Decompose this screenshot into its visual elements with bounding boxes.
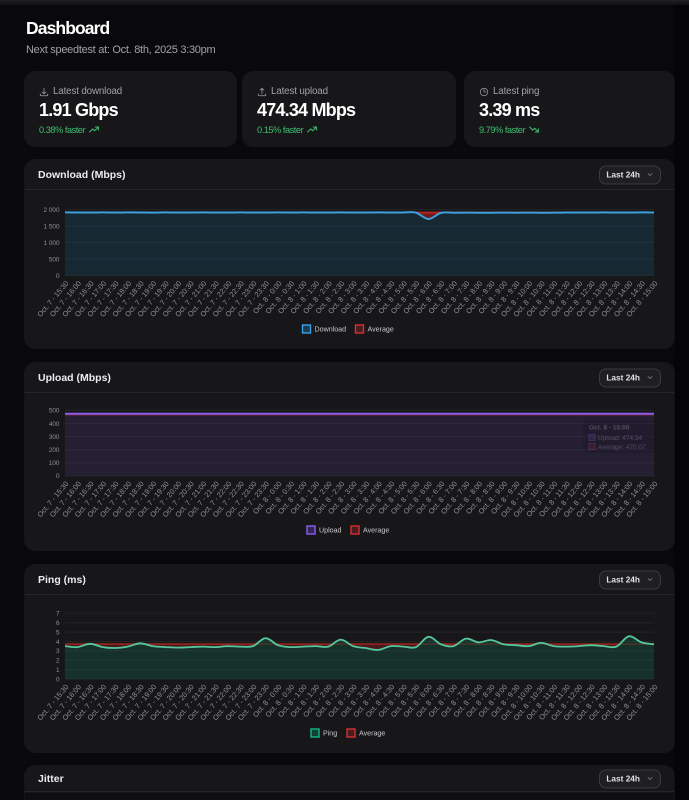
svg-text:500: 500 [49,256,60,263]
svg-text:0: 0 [56,676,60,683]
svg-text:1 000: 1 000 [44,240,60,247]
svg-text:Upload: 474.34: Upload: 474.34 [598,435,642,442]
svg-text:Upload: Upload [319,527,342,535]
svg-text:400: 400 [49,421,60,428]
svg-text:Average: Average [359,730,385,738]
svg-text:Download: Download [315,326,347,334]
svg-text:2: 2 [56,658,60,665]
svg-text:Ping: Ping [323,730,337,738]
svg-text:0: 0 [56,273,60,280]
svg-text:Average: 470.07: Average: 470.07 [598,444,646,451]
svg-text:3: 3 [56,648,60,655]
svg-text:7: 7 [56,611,60,618]
svg-text:1 500: 1 500 [44,223,60,230]
svg-text:Average: Average [363,527,389,535]
svg-text:100: 100 [49,460,60,467]
svg-text:200: 200 [49,447,60,454]
svg-text:300: 300 [49,434,60,441]
svg-text:6: 6 [56,620,60,627]
svg-text:4: 4 [56,639,60,646]
svg-text:0: 0 [56,473,60,480]
svg-text:5: 5 [56,629,60,636]
svg-text:1: 1 [56,667,60,674]
svg-text:Average: Average [368,326,394,334]
svg-text:500: 500 [49,408,60,415]
svg-text:2 000: 2 000 [44,207,60,214]
svg-text:Oct. 8 - 15:00: Oct. 8 - 15:00 [589,425,630,432]
